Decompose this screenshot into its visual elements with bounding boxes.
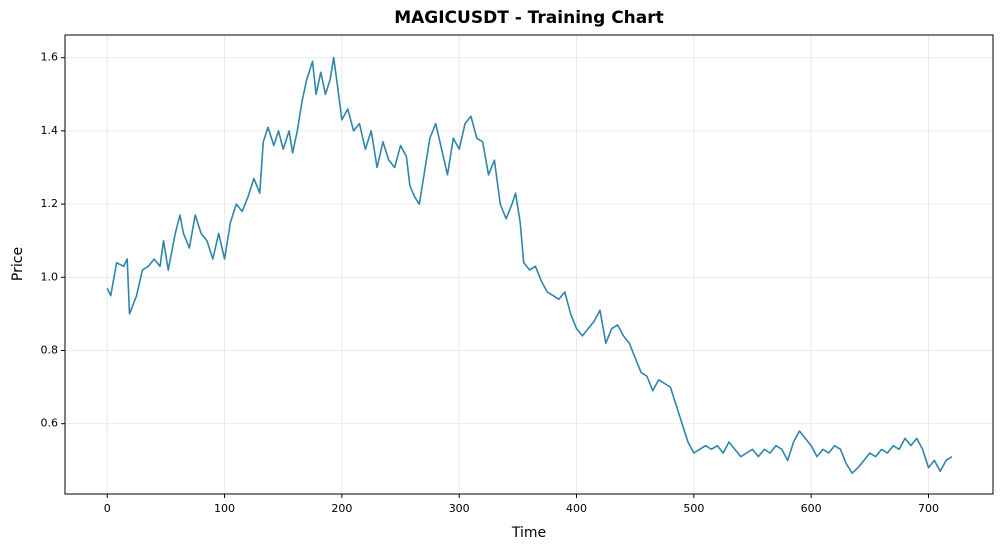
x-axis-label: Time: [511, 525, 546, 541]
y-tick-label: 0.8: [41, 344, 59, 357]
y-axis-label: Price: [10, 247, 26, 281]
axes-frame: [64, 34, 994, 495]
y-tick-label: 1.6: [41, 51, 59, 64]
x-tick-label: 100: [214, 502, 235, 515]
ticks: 0 100 200 300 400 500 600 700 0.6 0.8 1.0 1.2 1.4 1.6: [41, 51, 939, 515]
x-tick-label: 300: [449, 502, 470, 515]
y-tick-label: 1.4: [41, 124, 59, 137]
price-line: [106, 56, 953, 474]
y-tick-label: 0.6: [41, 417, 59, 430]
x-tick-label: 600: [801, 502, 822, 515]
x-tick-label: 700: [918, 502, 939, 515]
x-tick-label: 400: [566, 502, 587, 515]
x-tick-label: 0: [104, 502, 111, 515]
plot-area: [106, 56, 953, 474]
grid: [65, 35, 993, 494]
x-tick-label: 500: [683, 502, 704, 515]
chart-title: MAGICUSDT - Training Chart: [394, 8, 664, 28]
x-tick-label: 200: [331, 502, 352, 515]
y-tick-label: 1.0: [41, 270, 59, 283]
y-tick-label: 1.2: [41, 197, 59, 210]
